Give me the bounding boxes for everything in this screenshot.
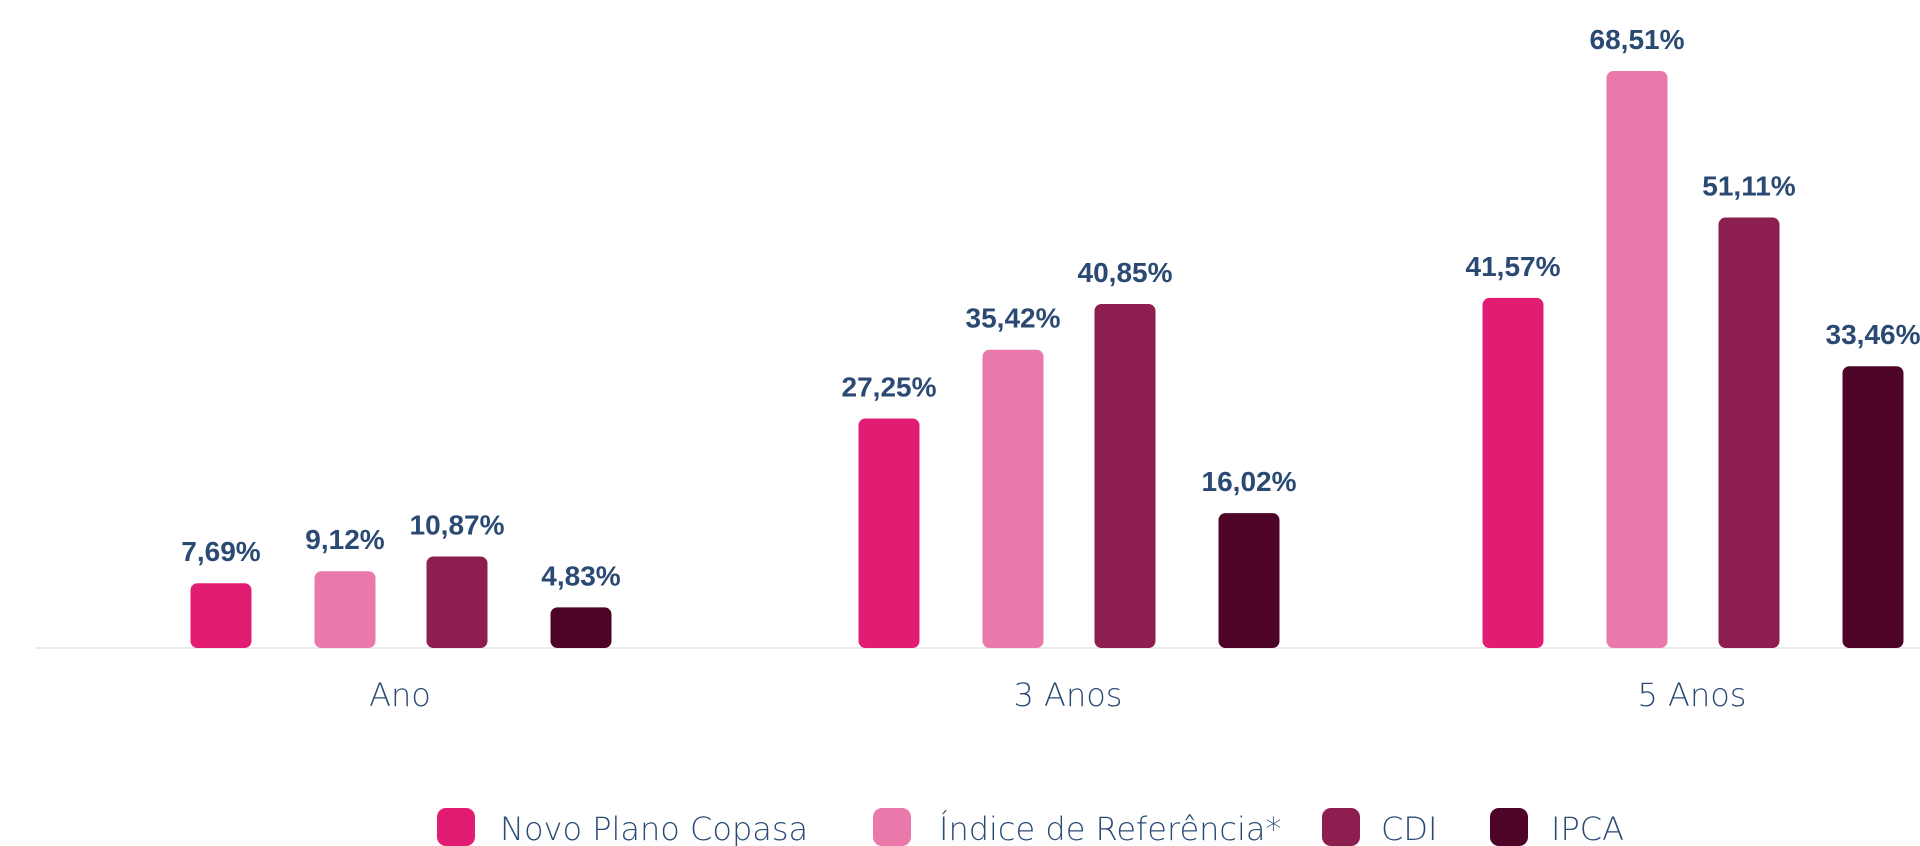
legend-swatch bbox=[1490, 808, 1528, 846]
legend-swatch bbox=[873, 808, 911, 846]
legend-label: IPCA bbox=[1551, 810, 1624, 846]
data-label: 7,69% bbox=[181, 536, 260, 567]
bar bbox=[1606, 71, 1668, 648]
legend-swatch bbox=[437, 808, 475, 846]
data-label: 41,57% bbox=[1466, 251, 1561, 282]
bar bbox=[1842, 366, 1904, 648]
bar bbox=[314, 571, 376, 648]
legend-swatch bbox=[1322, 808, 1360, 846]
bar bbox=[982, 349, 1044, 648]
data-label: 16,02% bbox=[1202, 466, 1297, 497]
bar bbox=[1718, 217, 1780, 648]
bar bbox=[1094, 303, 1156, 648]
bar bbox=[550, 607, 612, 648]
data-label: 68,51% bbox=[1590, 24, 1685, 55]
legend-label: Novo Plano Copasa bbox=[500, 810, 808, 846]
bar bbox=[190, 583, 252, 648]
data-label: 51,11% bbox=[1702, 171, 1796, 202]
bar bbox=[1482, 297, 1544, 648]
bar bbox=[426, 556, 488, 648]
data-label: 35,42% bbox=[966, 303, 1061, 334]
data-label: 27,25% bbox=[842, 371, 937, 402]
x-tick-label: 3 Anos bbox=[1014, 676, 1123, 714]
x-tick-label: Ano bbox=[369, 676, 431, 714]
data-label: 33,46% bbox=[1826, 319, 1920, 350]
data-label: 10,87% bbox=[410, 509, 505, 540]
bar bbox=[858, 418, 920, 648]
legend-label: CDI bbox=[1381, 810, 1437, 846]
legend-label: Índice de Referência* bbox=[939, 810, 1282, 846]
x-tick-label: 5 Anos bbox=[1638, 676, 1747, 714]
bar bbox=[1218, 513, 1280, 648]
data-label: 9,12% bbox=[305, 524, 384, 555]
data-label: 40,85% bbox=[1078, 257, 1173, 288]
data-label: 4,83% bbox=[541, 560, 620, 591]
